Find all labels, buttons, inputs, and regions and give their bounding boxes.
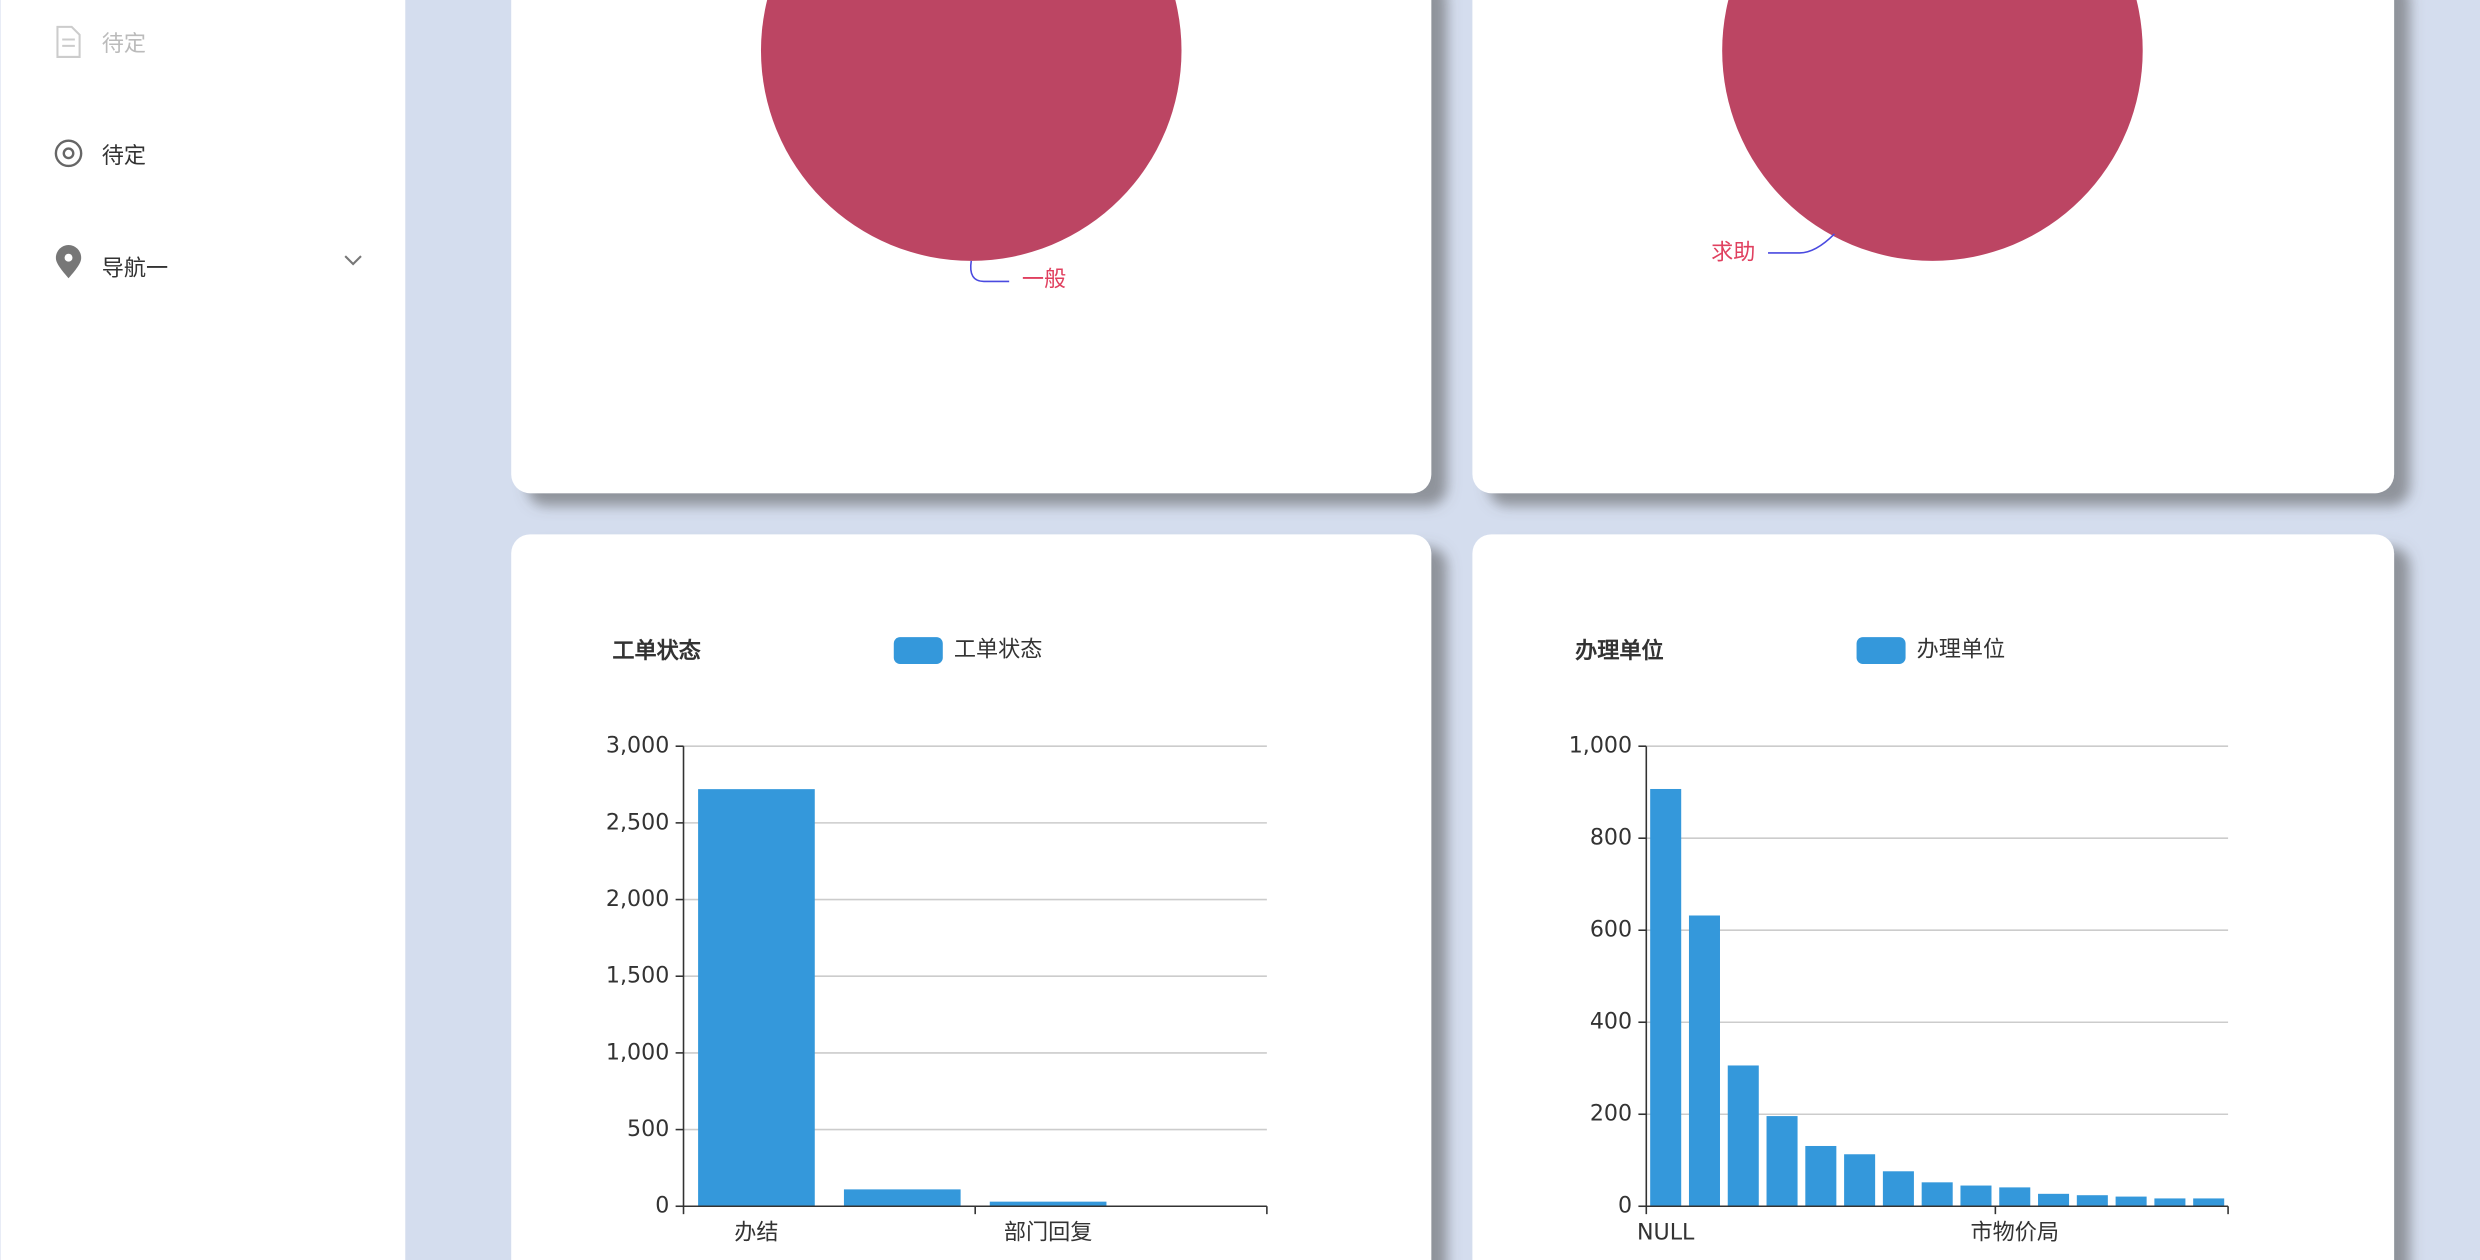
leader-line bbox=[969, 260, 1010, 283]
legend-swatch bbox=[1856, 637, 1906, 664]
icon bbox=[56, 25, 81, 58]
y-tick-label: 3,000 bbox=[606, 733, 669, 759]
x-tick-label: 市物价局 bbox=[1971, 1220, 2059, 1246]
bar bbox=[1688, 915, 1720, 1207]
x-tick-label: 部门回复 bbox=[1004, 1220, 1092, 1246]
y-tick-label: 2,000 bbox=[606, 886, 669, 912]
y-tick-label: 800 bbox=[1590, 825, 1632, 851]
bar bbox=[1727, 1065, 1759, 1207]
bar bbox=[1805, 1145, 1837, 1207]
y-tick-label: 600 bbox=[1590, 917, 1632, 943]
bar bbox=[1844, 1154, 1876, 1207]
bar bbox=[843, 1189, 961, 1207]
legend-swatch bbox=[893, 637, 943, 664]
bar bbox=[698, 789, 815, 1207]
legend-label: 办理单位 bbox=[1917, 636, 2005, 662]
pie-slice bbox=[1722, 0, 2143, 261]
bar bbox=[1766, 1116, 1798, 1207]
menu-item[interactable]: 待定 bbox=[56, 25, 146, 58]
icon bbox=[64, 253, 73, 262]
y-tick-label: 1,000 bbox=[606, 1039, 669, 1065]
y-tick-label: 0 bbox=[655, 1193, 669, 1219]
icon bbox=[62, 147, 75, 160]
menu-item[interactable]: 待定 bbox=[54, 139, 146, 169]
slice-label: 一般 bbox=[1022, 266, 1066, 292]
bar bbox=[1999, 1187, 2031, 1207]
bar bbox=[1650, 788, 1682, 1207]
bar bbox=[2193, 1198, 2225, 1207]
bar bbox=[1921, 1182, 1953, 1207]
chart-title: 办理单位 bbox=[1575, 638, 1663, 664]
menu-item[interactable]: 导航一 bbox=[55, 245, 362, 281]
bar bbox=[2038, 1193, 2070, 1207]
bar bbox=[2115, 1196, 2147, 1207]
bar bbox=[989, 1201, 1107, 1207]
bar bbox=[2076, 1195, 2108, 1207]
leader-line bbox=[1768, 233, 1835, 254]
legend-label: 工单状态 bbox=[954, 636, 1043, 662]
sidebar bbox=[0, 0, 406, 1260]
bar bbox=[1882, 1171, 1914, 1207]
y-tick-label: 400 bbox=[1590, 1009, 1632, 1035]
chart-title: 工单状态 bbox=[612, 638, 701, 664]
icon bbox=[54, 139, 83, 168]
slice-label: 求助 bbox=[1711, 239, 1755, 265]
pie-slice bbox=[761, 0, 1182, 261]
menu-label: 待定 bbox=[102, 31, 146, 57]
x-tick-label: 办结 bbox=[734, 1220, 778, 1246]
y-tick-label: 200 bbox=[1590, 1101, 1632, 1127]
chevron bbox=[344, 255, 362, 266]
x-tick-label: NULL bbox=[1637, 1220, 1695, 1246]
y-tick-label: 2,500 bbox=[606, 809, 669, 835]
icon bbox=[55, 245, 82, 279]
y-tick-label: 0 bbox=[1618, 1193, 1632, 1219]
menu-label: 待定 bbox=[102, 143, 146, 169]
y-tick-label: 500 bbox=[627, 1116, 669, 1142]
menu-label: 导航一 bbox=[102, 255, 168, 281]
bar bbox=[2154, 1198, 2186, 1207]
bar bbox=[1960, 1185, 1992, 1207]
y-tick-label: 1,000 bbox=[1569, 733, 1632, 759]
y-tick-label: 1,500 bbox=[606, 963, 669, 989]
